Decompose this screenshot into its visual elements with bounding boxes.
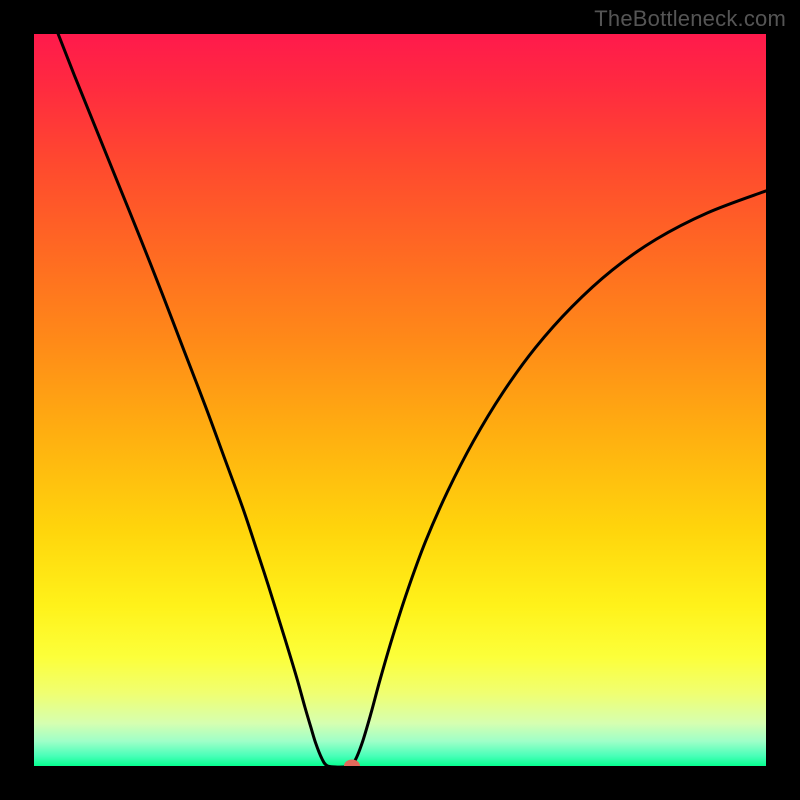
watermark-text: TheBottleneck.com [594, 6, 786, 32]
plot-area [34, 34, 766, 767]
bottleneck-curve [34, 34, 766, 767]
optimal-point-marker [344, 760, 360, 767]
